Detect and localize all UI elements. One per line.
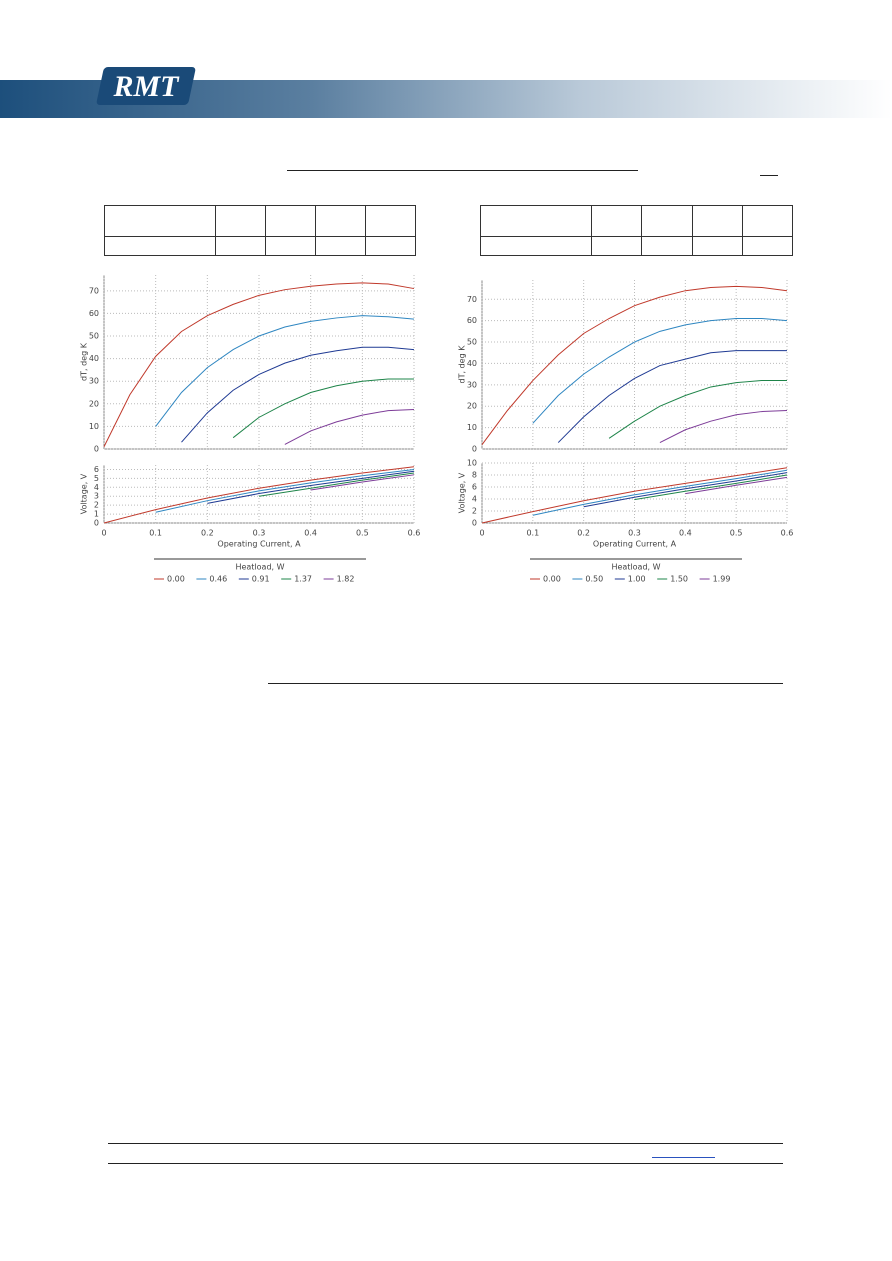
legend-label: 1.99	[713, 575, 731, 584]
legend-title: Heatload, W	[611, 563, 660, 572]
spec-table-left	[104, 205, 416, 256]
y-axis-label: dT, deg K	[80, 342, 89, 381]
series-line	[481, 285, 788, 446]
y-tick-label: 8	[472, 471, 477, 480]
x-axis-label: Operating Current, A	[593, 540, 677, 549]
x-tick-label: 0.2	[577, 529, 590, 538]
y-tick-label: 0	[94, 519, 99, 528]
y-tick-label: 50	[89, 332, 99, 341]
y-tick-label: 0	[472, 519, 477, 528]
series-line	[634, 474, 788, 501]
y-tick-label: 10	[467, 423, 477, 432]
y-tick-label: 3	[94, 492, 99, 501]
series-line	[155, 468, 415, 513]
legend-title: Heatload, W	[235, 563, 284, 572]
title-rule	[287, 170, 638, 171]
y-tick-label: 5	[94, 474, 99, 483]
y-tick-label: 60	[89, 309, 99, 318]
y-tick-label: 4	[472, 495, 477, 504]
series-line	[284, 408, 415, 445]
legend-label: 1.50	[670, 575, 688, 584]
series-line	[103, 282, 415, 447]
small-rule	[760, 175, 778, 176]
series-line	[532, 318, 788, 424]
x-tick-label: 0	[101, 529, 106, 538]
footer-rule-top	[108, 1143, 783, 1144]
y-tick-label: 50	[467, 338, 477, 347]
y-axis-label: dT, deg K	[458, 345, 467, 384]
x-tick-label: 0.1	[149, 529, 162, 538]
series-line	[207, 470, 415, 504]
x-tick-label: 0.6	[408, 529, 421, 538]
y-axis-label: Voltage, V	[458, 472, 467, 513]
y-axis-label: Voltage, V	[80, 473, 89, 514]
y-tick-label: 0	[94, 445, 99, 454]
footer-link-underline	[652, 1157, 715, 1158]
y-tick-label: 6	[472, 483, 477, 492]
x-tick-label: 0.4	[304, 529, 317, 538]
y-tick-label: 30	[89, 377, 99, 386]
x-axis-label: Operating Current, A	[217, 540, 301, 549]
series-line	[155, 315, 415, 427]
footer-rule-bottom	[108, 1163, 783, 1164]
series-line	[608, 380, 787, 439]
legend-label: 0.46	[209, 575, 227, 584]
series-line	[481, 467, 788, 524]
legend-label: 1.00	[628, 575, 646, 584]
legend-label: 1.37	[294, 575, 312, 584]
series-line	[583, 472, 788, 508]
legend-label: 0.91	[252, 575, 270, 584]
x-tick-label: 0.3	[253, 529, 266, 538]
y-tick-label: 40	[89, 354, 99, 363]
series-line	[258, 472, 415, 497]
series-line	[310, 474, 415, 491]
y-tick-label: 60	[467, 316, 477, 325]
x-tick-label: 0.2	[201, 529, 214, 538]
x-tick-label: 0.5	[356, 529, 369, 538]
x-tick-label: 0.6	[781, 529, 794, 538]
y-tick-label: 10	[89, 422, 99, 431]
y-tick-label: 40	[467, 359, 477, 368]
x-tick-label: 0.4	[679, 529, 692, 538]
y-tick-label: 20	[89, 399, 99, 408]
y-tick-label: 0	[472, 445, 477, 454]
series-line	[103, 466, 415, 524]
y-tick-label: 2	[94, 501, 99, 510]
y-tick-label: 30	[467, 380, 477, 389]
y-tick-label: 10	[467, 459, 477, 468]
y-tick-label: 70	[467, 295, 477, 304]
series-line	[232, 378, 414, 439]
y-tick-label: 20	[467, 402, 477, 411]
spec-table-right	[480, 205, 794, 256]
y-tick-label: 70	[89, 286, 99, 295]
y-tick-label: 4	[94, 483, 99, 492]
series-line	[532, 469, 788, 516]
series-line	[557, 350, 787, 443]
series-line	[181, 346, 415, 443]
legend-label: 0.00	[167, 575, 185, 584]
x-tick-label: 0.1	[526, 529, 539, 538]
section-rule	[268, 683, 783, 684]
series-line	[659, 409, 788, 444]
x-tick-label: 0	[479, 529, 484, 538]
x-tick-label: 0.5	[730, 529, 743, 538]
legend-label: 0.00	[543, 575, 561, 584]
y-tick-label: 2	[472, 507, 477, 516]
y-tick-label: 6	[94, 465, 99, 474]
y-tick-label: 1	[94, 510, 99, 519]
legend-label: 0.50	[585, 575, 603, 584]
logo-text: RMT	[113, 70, 179, 103]
legend-label: 1.82	[337, 575, 355, 584]
series-line	[685, 476, 788, 495]
x-tick-label: 0.3	[628, 529, 641, 538]
